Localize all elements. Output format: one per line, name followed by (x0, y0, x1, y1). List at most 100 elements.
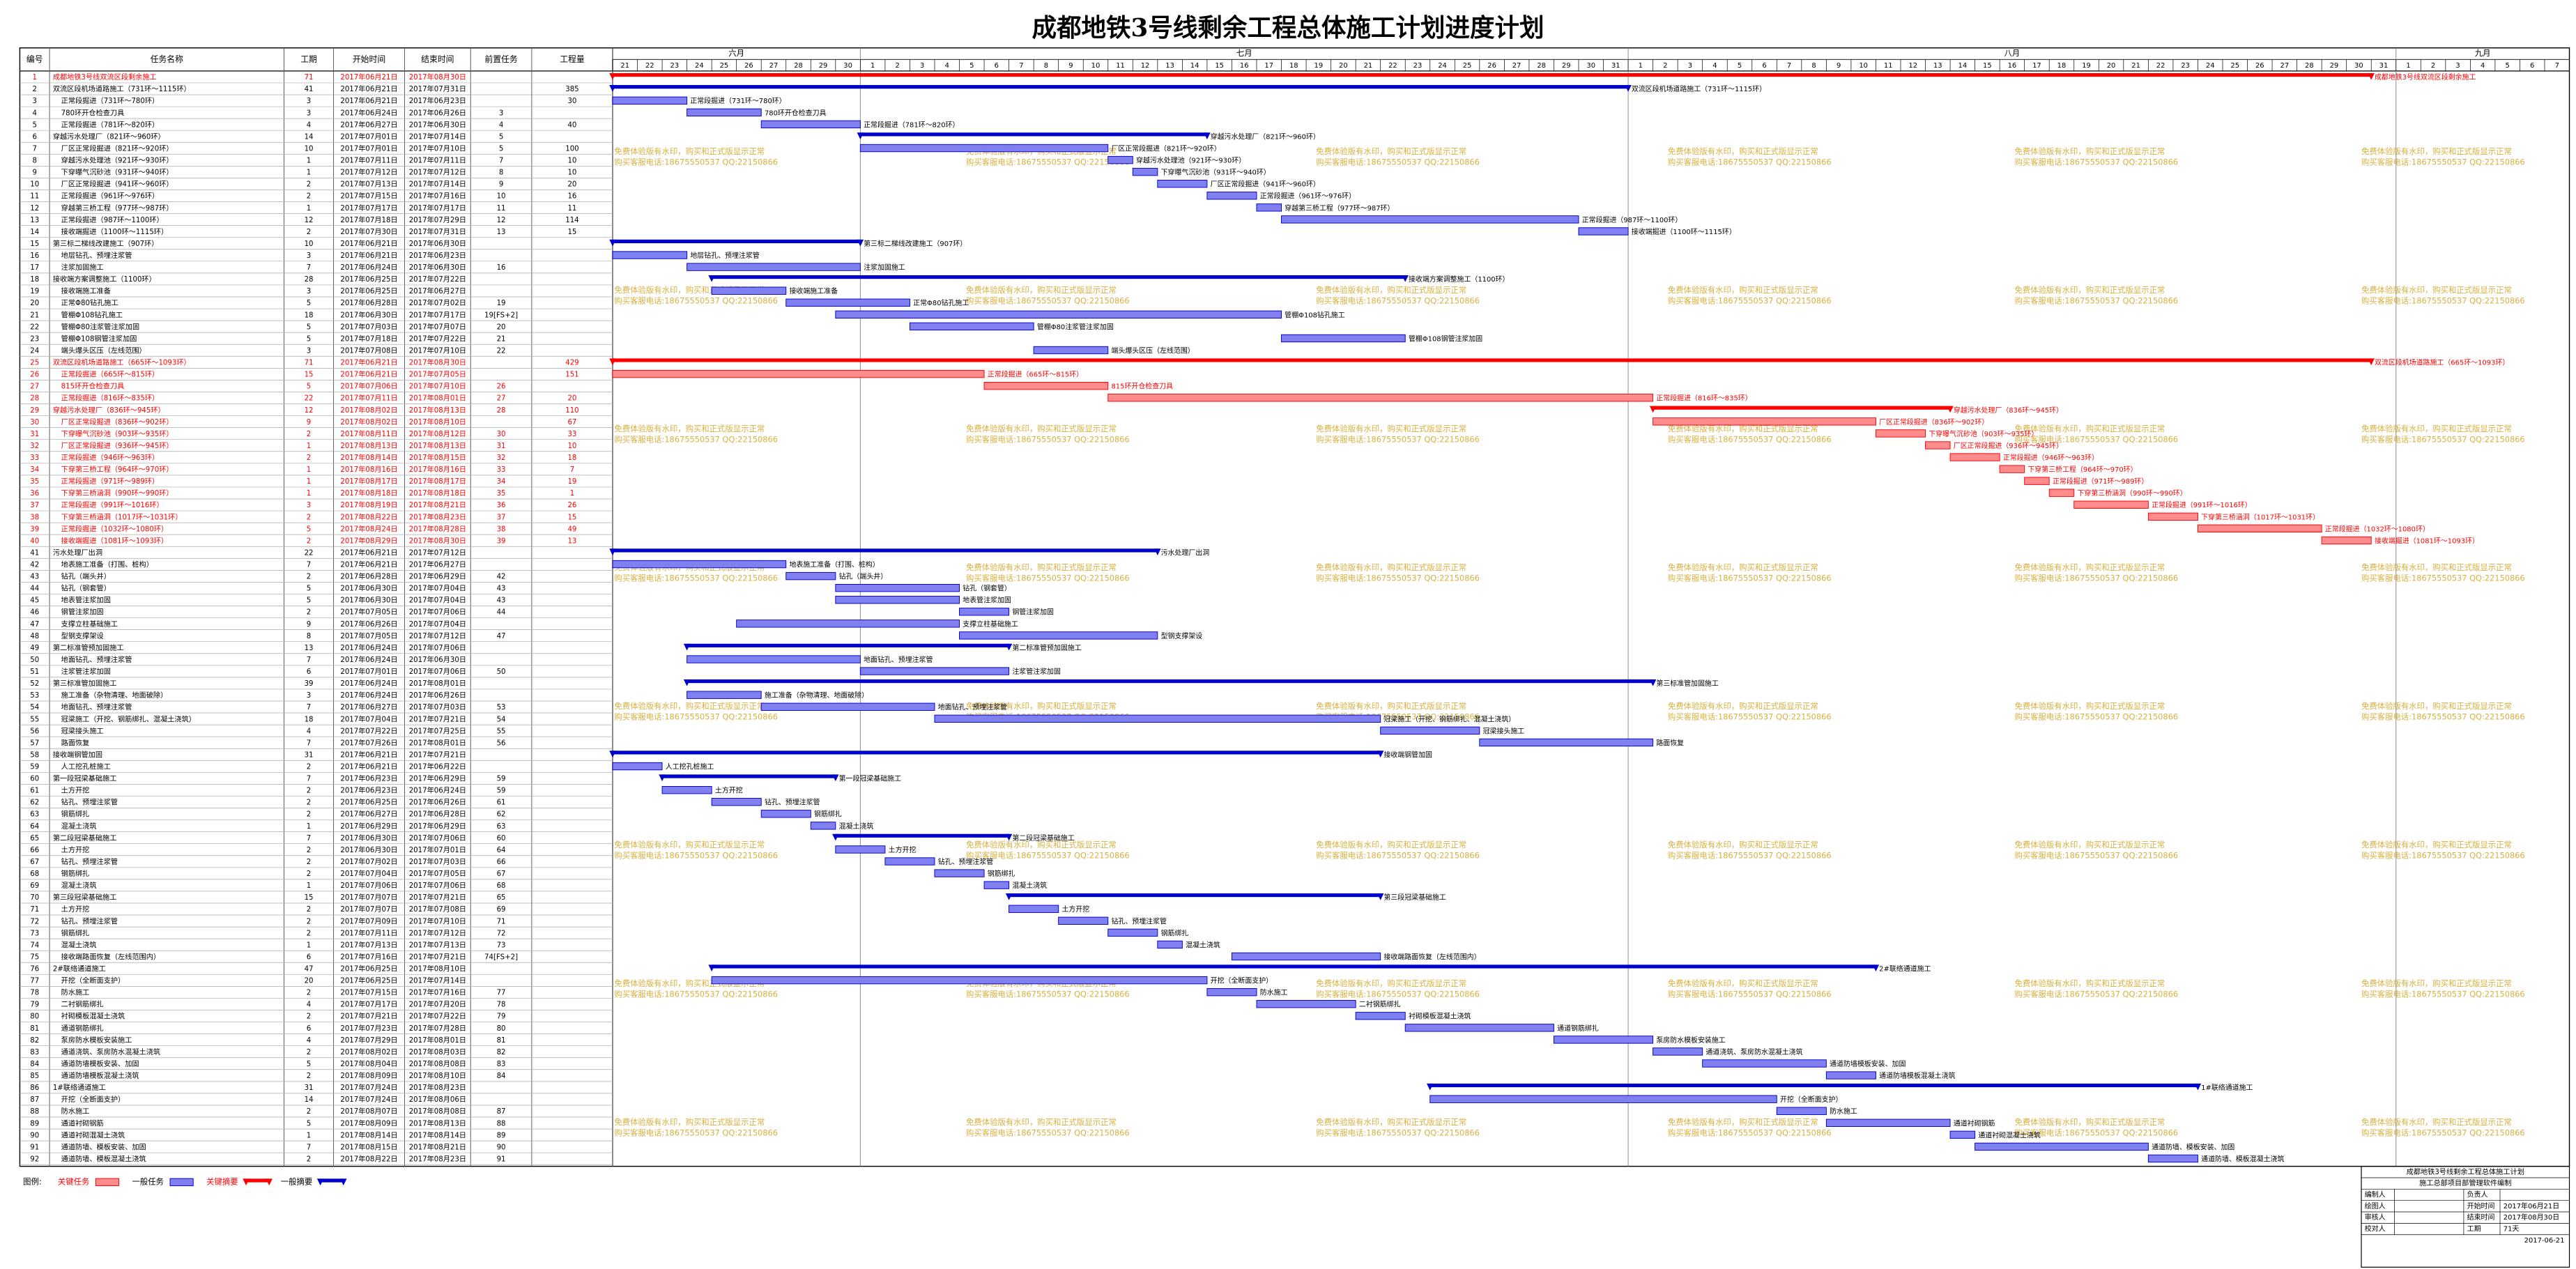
watermark: 免费体验版有水印，购买和正式版显示正常 (2014, 840, 2165, 849)
day-label: 10 (1091, 62, 1101, 70)
cell-duration: 71 (305, 74, 314, 82)
summary-cap (1377, 893, 1384, 900)
cell-duration: 7 (307, 656, 311, 664)
task-bar (1206, 192, 1257, 200)
cell-end: 2017年07月12日 (409, 928, 466, 937)
watermark: 购买客服电话:18675550537 QQ:22150866 (1316, 573, 1480, 583)
bar-label: 正常段掘进（946环～963环） (2003, 453, 2099, 462)
cell-pred: 5 (499, 145, 503, 153)
cell-pred: 72 (497, 930, 506, 937)
legend-title: 图例: (23, 1176, 42, 1186)
cell-pred: 34 (497, 478, 506, 486)
cell-end: 2017年08月30日 (409, 358, 466, 367)
watermark: 购买客服电话:18675550537 QQ:22150866 (1668, 850, 1832, 860)
cell-end: 2017年06月22日 (409, 762, 466, 771)
task-bar (1429, 1095, 1777, 1103)
summary-cap (1402, 275, 1409, 282)
cell-pred: 61 (497, 799, 506, 807)
cell-duration: 47 (305, 966, 314, 974)
watermark: 免费体验版有水印，购买和正式版显示正常 (1316, 562, 1466, 572)
cell-pred: 73 (497, 941, 506, 949)
cell-end: 2017年08月10日 (409, 417, 466, 426)
summary-cap (1427, 1083, 1434, 1091)
cell-pred: 79 (497, 1013, 506, 1021)
cell-qty: 385 (565, 86, 578, 93)
cell-duration: 71 (305, 360, 314, 367)
day-label: 4 (1712, 62, 1717, 70)
cell-pred: 87 (497, 1108, 506, 1116)
watermark: 免费体验版有水印，购买和正式版显示正常 (614, 424, 765, 433)
cell-id: 36 (30, 490, 39, 498)
cell-duration: 5 (307, 585, 311, 593)
cell-id: 77 (30, 978, 39, 985)
cell-name: 通道防墙、模板混凝土浇筑 (61, 1154, 146, 1163)
cell-start: 2017年08月16日 (340, 465, 397, 474)
cell-start: 2017年08月09日 (340, 1118, 397, 1128)
cell-duration: 5 (307, 383, 311, 391)
watermark: 免费体验版有水印，购买和正式版显示正常 (2014, 562, 2165, 572)
watermark: 免费体验版有水印，购买和正式版显示正常 (1668, 978, 1818, 988)
cell-duration: 31 (305, 1084, 314, 1092)
task-bar (1949, 453, 2000, 461)
cell-id: 61 (30, 787, 39, 795)
watermark: 购买客服电话:18675550537 QQ:22150866 (966, 157, 1130, 167)
cell-id: 86 (30, 1084, 39, 1092)
cell-name: 地表管注浆加固 (61, 596, 111, 605)
cell-id: 72 (30, 918, 39, 925)
cell-duration: 4 (307, 728, 311, 735)
cell-end: 2017年07月10日 (409, 916, 466, 925)
cell-duration: 6 (307, 953, 311, 961)
cell-pred: 26 (497, 383, 506, 391)
cell-id: 32 (30, 443, 39, 450)
cell-start: 2017年07月15日 (340, 192, 397, 201)
chart-title: 成都地铁3号线剩余工程总体施工计划进度计划 (1032, 14, 1544, 43)
cell-id: 66 (30, 847, 39, 854)
watermark: 购买客服电话:18675550537 QQ:22150866 (2361, 434, 2525, 444)
cell-name: 双流区段机场道路施工（665环～1093环） (53, 358, 191, 367)
summary-cap (1947, 406, 1954, 413)
cell-id: 9 (33, 169, 37, 177)
cell-pred: 20 (497, 323, 506, 331)
cell-duration: 2 (307, 1072, 311, 1080)
day-label: 25 (2230, 62, 2239, 70)
cell-end: 2017年08月13日 (409, 441, 466, 450)
cell-duration: 2 (307, 870, 311, 878)
cell-end: 2017年07月21日 (409, 952, 466, 961)
bar-label: 端头爆头区压（左线范围） (1111, 346, 1194, 355)
cell-start: 2017年07月06日 (340, 881, 397, 890)
column-header: 工期 (300, 54, 317, 64)
cell-id: 39 (30, 525, 39, 533)
task-bar (835, 596, 960, 604)
cell-id: 41 (30, 549, 39, 557)
task-bar (661, 785, 712, 794)
cell-end: 2017年07月22日 (409, 334, 466, 343)
cell-start: 2017年07月06日 (340, 382, 397, 391)
cell-start: 2017年06月25日 (340, 798, 397, 807)
cell-name: 厂区正常段掘进（941环～960环） (61, 180, 174, 189)
watermark: 免费体验版有水印，购买和正式版显示正常 (1668, 424, 1818, 433)
task-bar (1702, 1059, 1827, 1068)
cell-name: 通道钢筋绑扎 (61, 1024, 104, 1033)
bar-label: 厂区正常段掘进（821环～920环） (1111, 144, 1220, 153)
cell-pred: 59 (497, 776, 506, 783)
cell-id: 55 (30, 716, 39, 723)
task-bar (1256, 1000, 1356, 1008)
cell-name: 第二标准管预加固施工 (53, 643, 124, 652)
summary-cap (266, 1178, 273, 1186)
cell-pred: 19[FS+2] (484, 312, 518, 319)
cell-duration: 2 (307, 454, 311, 462)
watermark: 购买客服电话:18675550537 QQ:22150866 (2361, 1128, 2525, 1137)
day-label: 28 (2305, 62, 2314, 70)
bar-label: 注浆加固施工 (864, 263, 905, 272)
cell-name: 下穿曝气沉砂池（903环～935环） (61, 429, 174, 438)
cell-pred: 33 (497, 466, 506, 474)
summary-cap (857, 239, 864, 247)
cell-name: 双流区段机场道路施工（731环～1115环） (53, 84, 191, 93)
bar-label: 2#联络通道施工 (1879, 964, 1931, 974)
bar-label: 通道衬砌混凝土浇筑 (1978, 1130, 2041, 1139)
day-label: 2 (1663, 62, 1667, 70)
cell-start: 2017年06月24日 (340, 655, 397, 664)
bar-label: 地表施工准备（打围、桩构） (789, 560, 879, 569)
cell-name: 接收端路面恢复（左线范围内） (61, 952, 160, 961)
summary-cap (1154, 548, 1161, 556)
